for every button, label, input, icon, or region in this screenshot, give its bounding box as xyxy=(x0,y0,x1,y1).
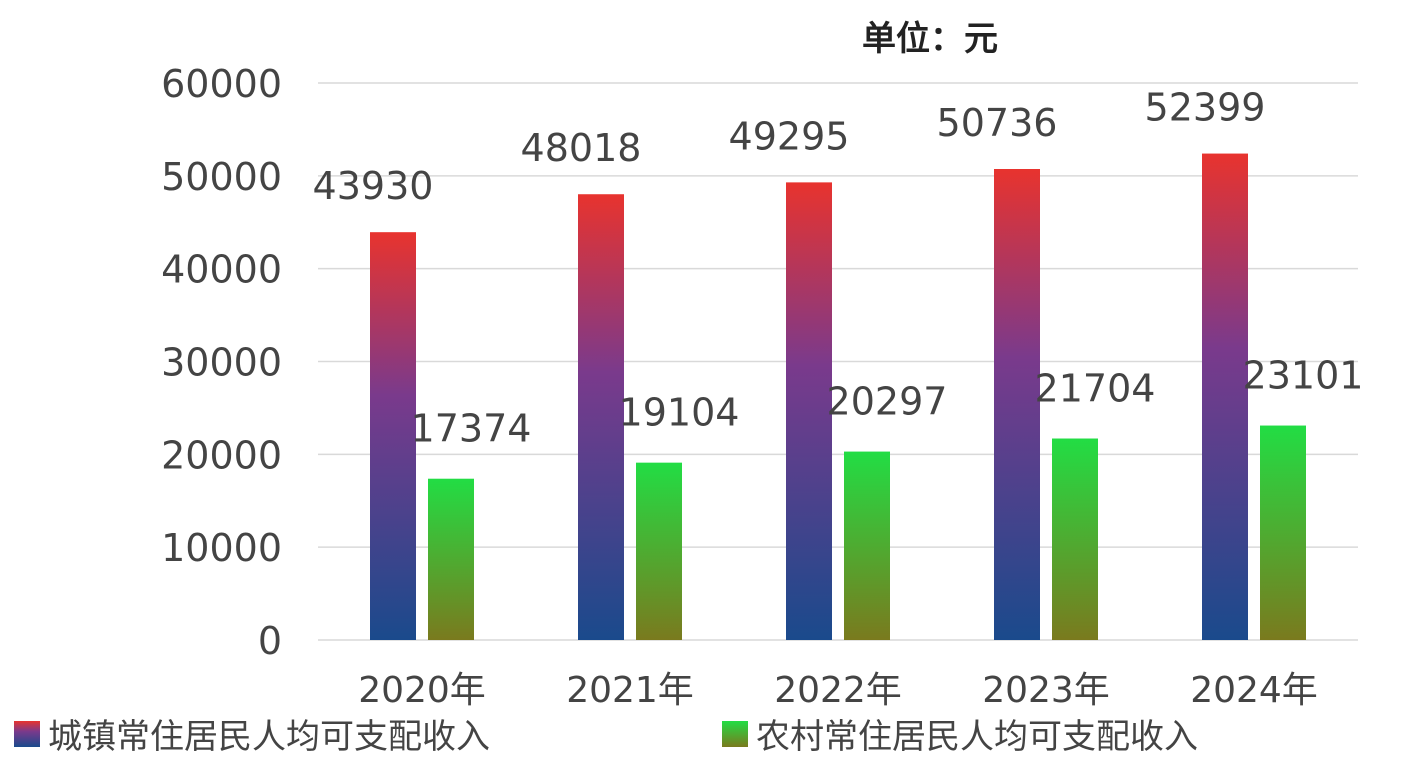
data-labels: 43930 17374 48018 19104 49295 20297 50736 21704… xyxy=(313,86,1364,451)
data-label-urban-4: 52399 xyxy=(1145,86,1266,130)
legend: 城镇常住居民人均可支配收入 农村常住居民人均可支配收入 xyxy=(14,717,1198,757)
data-label-rural-0: 17374 xyxy=(411,407,532,451)
bars xyxy=(370,153,1306,640)
y-tick-label: 40000 xyxy=(161,248,282,292)
data-label-urban-1: 48018 xyxy=(521,126,642,170)
bar-urban-1 xyxy=(578,194,624,640)
bar-rural-2 xyxy=(844,451,890,640)
bar-urban-3 xyxy=(994,169,1040,640)
data-label-rural-1: 19104 xyxy=(619,391,740,435)
x-category-label: 2021年 xyxy=(566,670,694,711)
unit-label: 单位：元 xyxy=(862,19,998,59)
legend-label-urban: 城镇常住居民人均可支配收入 xyxy=(48,717,490,757)
x-category-label: 2020年 xyxy=(358,670,486,711)
data-label-urban-0: 43930 xyxy=(313,164,434,208)
bar-rural-4 xyxy=(1260,425,1306,640)
x-category-label: 2024年 xyxy=(1190,670,1318,711)
y-tick-label: 20000 xyxy=(161,433,282,477)
x-category-label: 2023年 xyxy=(982,670,1110,711)
x-category-label: 2022年 xyxy=(774,670,902,711)
bar-rural-3 xyxy=(1052,438,1098,640)
legend-swatch-rural xyxy=(722,721,748,747)
y-tick-label: 60000 xyxy=(161,62,282,106)
data-label-rural-4: 23101 xyxy=(1243,354,1364,398)
y-tick-label: 10000 xyxy=(161,526,282,570)
y-axis: 0 10000 20000 30000 40000 50000 60000 xyxy=(161,62,282,663)
bar-urban-0 xyxy=(370,232,416,640)
bar-urban-4 xyxy=(1202,153,1248,640)
bar-rural-1 xyxy=(636,462,682,640)
data-label-rural-3: 21704 xyxy=(1035,367,1156,411)
legend-label-rural: 农村常住居民人均可支配收入 xyxy=(756,717,1198,757)
legend-swatch-urban xyxy=(14,721,40,747)
x-axis: 2020年 2021年 2022年 2023年 2024年 xyxy=(358,670,1318,711)
y-tick-label: 30000 xyxy=(161,341,282,385)
data-label-urban-2: 49295 xyxy=(729,114,850,158)
bar-urban-2 xyxy=(786,182,832,640)
grid-layer xyxy=(318,82,1358,641)
y-tick-label: 50000 xyxy=(161,155,282,199)
data-label-urban-3: 50736 xyxy=(937,101,1058,145)
y-tick-label: 0 xyxy=(258,619,282,663)
data-label-rural-2: 20297 xyxy=(827,380,948,424)
bar-rural-0 xyxy=(428,478,474,640)
